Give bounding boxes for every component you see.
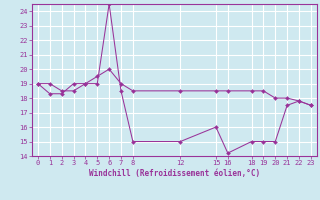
X-axis label: Windchill (Refroidissement éolien,°C): Windchill (Refroidissement éolien,°C) xyxy=(89,169,260,178)
